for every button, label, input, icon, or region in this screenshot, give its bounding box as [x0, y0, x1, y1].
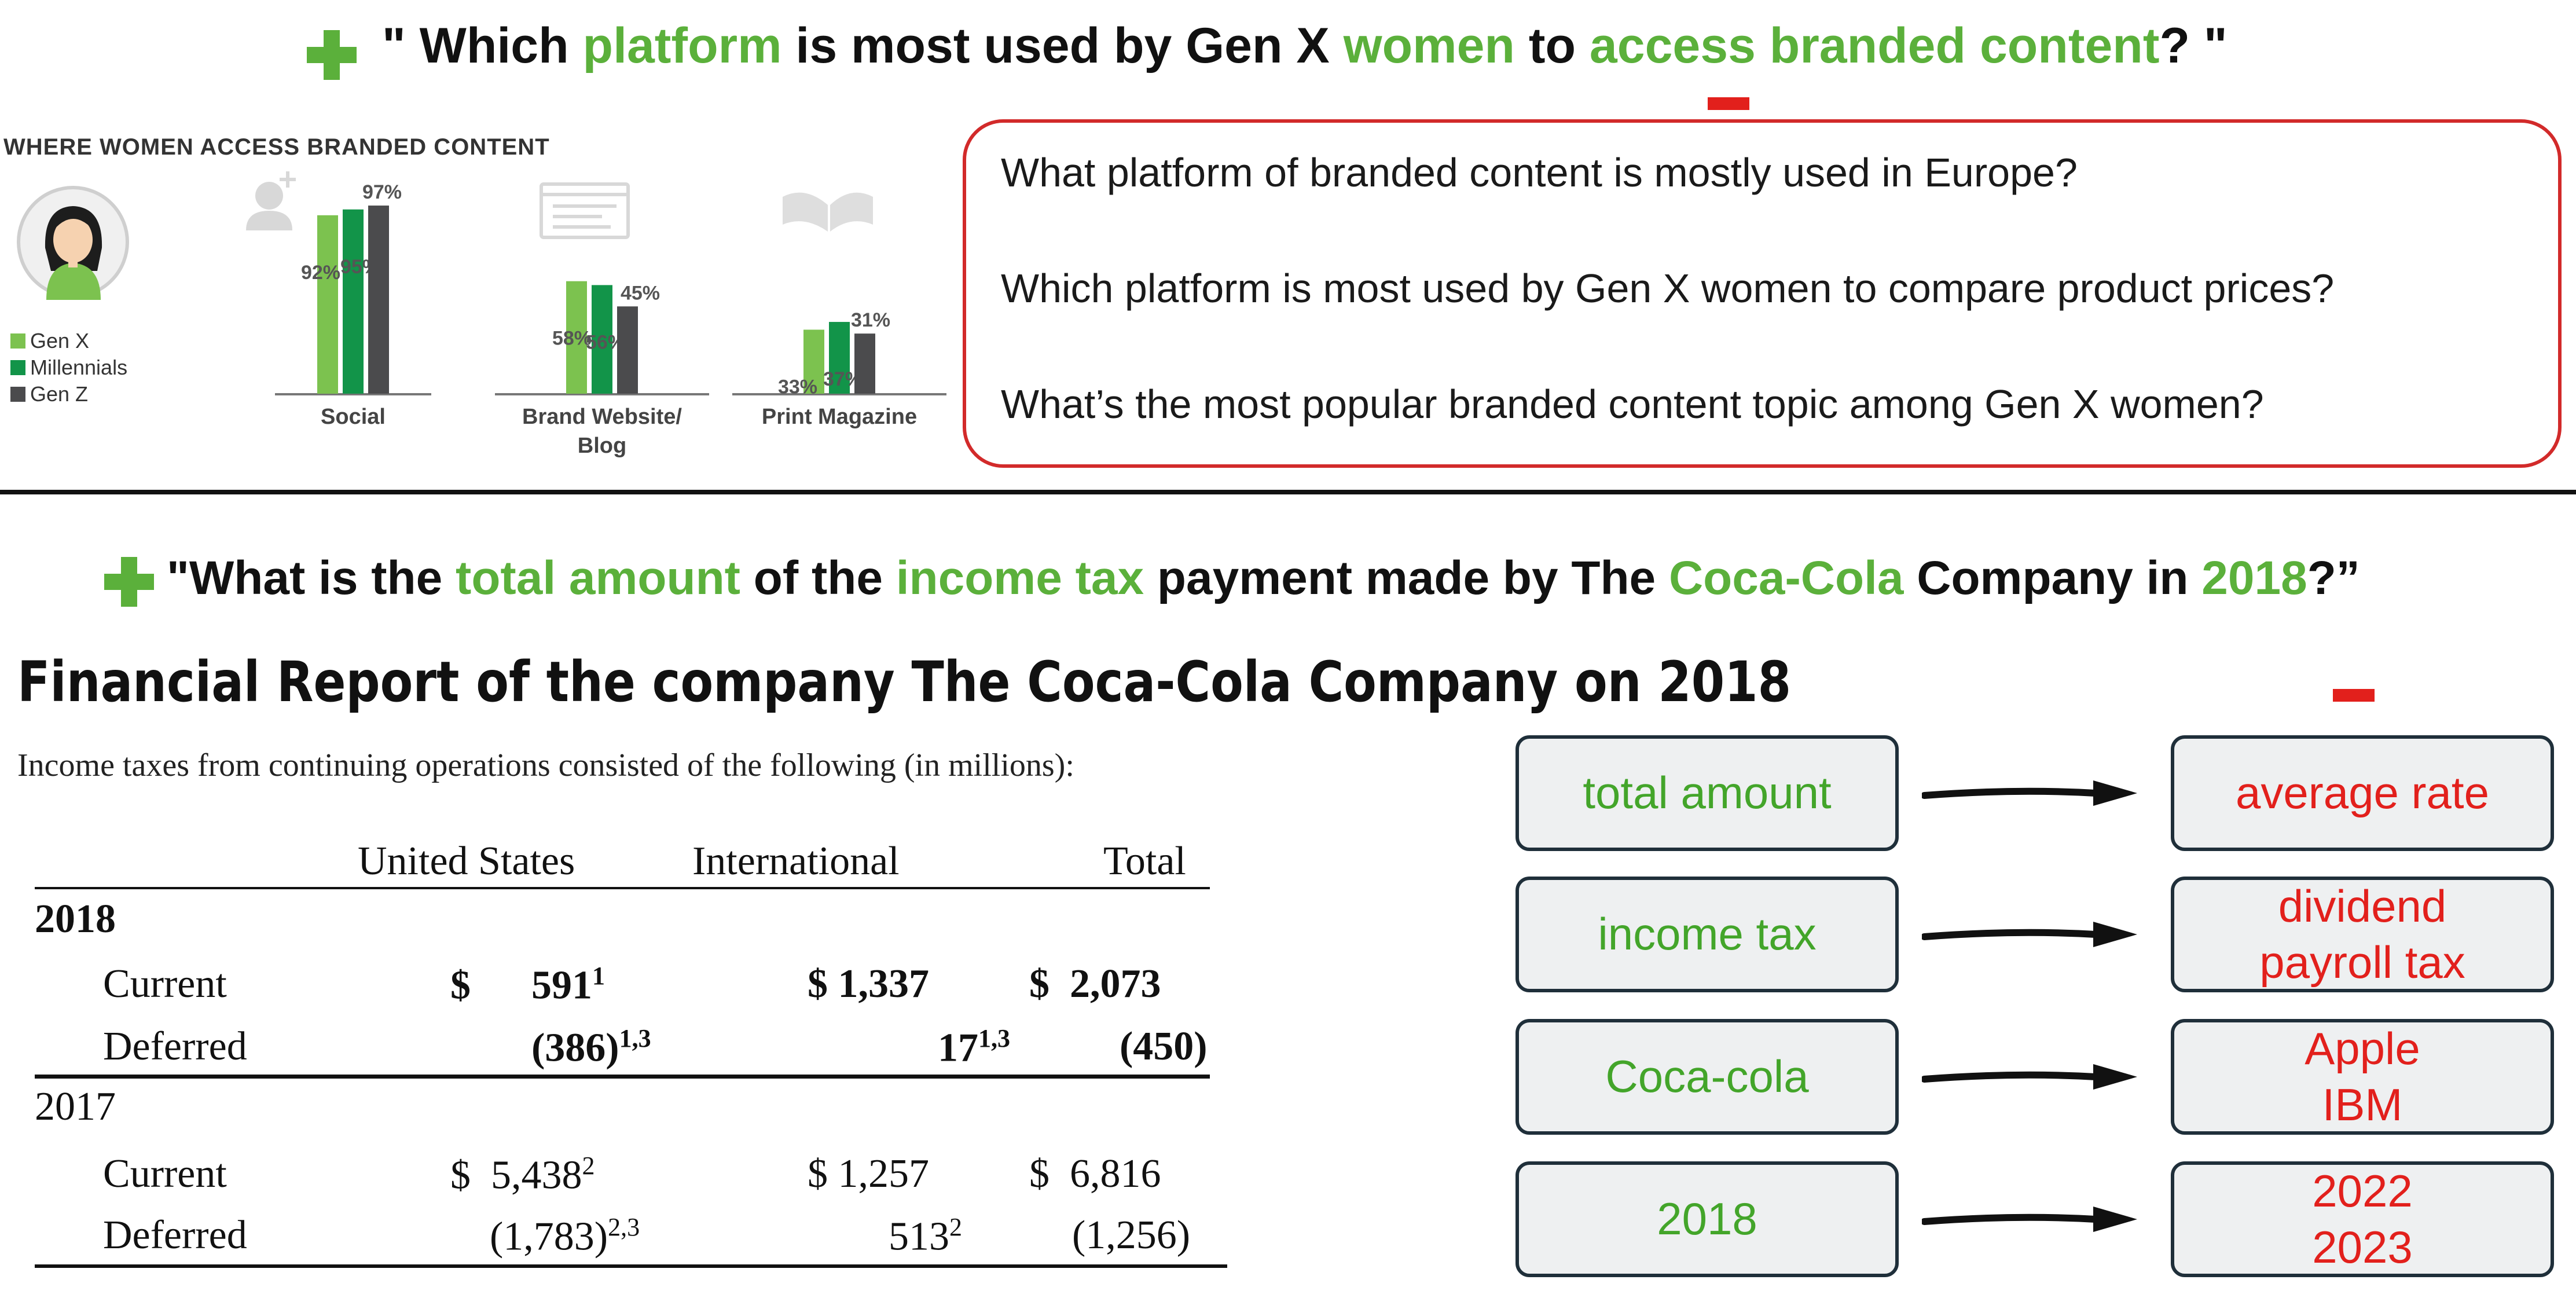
alt-question: Which platform is most used by Gen X wom…: [1001, 266, 2335, 311]
cell-total: (1,256): [1072, 1213, 1191, 1257]
plus-icon: [104, 557, 154, 607]
cell-intl: 5132: [889, 1213, 962, 1259]
row-label: Deferred: [103, 1024, 247, 1069]
category-label: Social: [321, 405, 386, 429]
column-header: International: [692, 839, 900, 883]
year-label: 2017: [35, 1084, 116, 1129]
category-label: Blog: [578, 434, 626, 458]
cell-us: $ 5,4382: [450, 1152, 595, 1198]
legend-item-genz: Gen Z: [10, 382, 88, 406]
bar: [592, 285, 612, 394]
bar-value-label: 45%: [621, 282, 660, 304]
cell-total: (450): [1120, 1024, 1208, 1069]
cell-intl: $ 1,337: [808, 962, 929, 1006]
arrow-icon: [1922, 922, 2137, 947]
table-rule: [35, 1264, 1227, 1268]
legend-item-millennials: Millennials: [10, 355, 127, 380]
replacement-term-box: Apple IBM: [2171, 1019, 2554, 1135]
bar: [343, 209, 364, 394]
minus-icon: [1708, 97, 1749, 110]
bar: [317, 215, 338, 394]
infographic-title: WHERE WOMEN ACCESS BRANDED CONTENT: [3, 134, 550, 160]
cell-intl: $ 1,257: [808, 1152, 929, 1196]
bar-value-label: 58%: [552, 328, 592, 350]
arrow-icon: [1922, 780, 2137, 806]
cell-total: $ 6,816: [1029, 1152, 1161, 1196]
top-question: " Which platform is most used by Gen X w…: [382, 18, 2228, 74]
legend-item-genx: Gen X: [10, 329, 89, 353]
legend-swatch: [10, 387, 25, 402]
alternative-questions-box: What platform of branded content is most…: [963, 119, 2562, 468]
bar: [854, 333, 875, 394]
cell-us: (386)1,3: [531, 1024, 651, 1070]
table-rule: [35, 1075, 1210, 1079]
bottom-question: "What is the total amount of the income …: [167, 552, 2360, 604]
original-term-box: 2018: [1515, 1161, 1899, 1277]
bar: [829, 322, 850, 394]
replacement-term-box: average rate: [2171, 735, 2554, 851]
minus-icon: [2333, 689, 2375, 702]
bar-value-label: 97%: [362, 181, 402, 203]
report-subtitle: Income taxes from continuing operations …: [17, 747, 1074, 783]
category-label: Print Magazine: [762, 405, 917, 429]
woman-avatar-icon: [17, 186, 129, 300]
cell-us: (1,783)2,3: [490, 1213, 640, 1259]
cell-intl: 171,3: [938, 1024, 1010, 1070]
bar: [566, 281, 587, 394]
original-term-box: Coca-cola: [1515, 1019, 1899, 1135]
column-header: Total: [1103, 839, 1186, 883]
original-term-box: total amount: [1515, 735, 1899, 851]
bar-value-label: 31%: [851, 309, 890, 331]
open-book-icon: [783, 192, 873, 232]
legend-swatch: [10, 360, 25, 375]
row-label: Current: [103, 962, 227, 1006]
report-title: Financial Report of the company The Coca…: [17, 650, 1792, 714]
row-label: Deferred: [103, 1213, 247, 1257]
bar: [803, 329, 824, 394]
plus-icon: [307, 30, 357, 80]
cell-us: $ 5911: [450, 962, 605, 1008]
year-label: 2018: [35, 897, 116, 941]
replacement-term-box: dividend payroll tax: [2171, 877, 2554, 992]
original-term-box: income tax: [1515, 877, 1899, 992]
alt-question: What’s the most popular branded content …: [1001, 382, 2264, 427]
arrow-icon: [1922, 1207, 2137, 1232]
bar-value-label: 92%: [301, 262, 340, 284]
person-add-icon: [246, 171, 296, 230]
column-header: United States: [358, 839, 575, 883]
bar-value-label: 33%: [778, 376, 817, 398]
alt-question: What platform of branded content is most…: [1001, 150, 2078, 195]
legend-swatch: [10, 333, 25, 349]
bar: [617, 306, 638, 394]
cell-total: $ 2,073: [1029, 962, 1161, 1006]
bar: [368, 206, 389, 394]
category-label: Brand Website/: [522, 405, 682, 429]
browser-window-icon: [540, 182, 630, 239]
row-label: Current: [103, 1152, 227, 1196]
table-rule: [35, 887, 1210, 889]
replacement-term-box: 2022 2023: [2171, 1161, 2554, 1277]
arrow-icon: [1922, 1064, 2137, 1090]
section-divider: [0, 490, 2576, 494]
